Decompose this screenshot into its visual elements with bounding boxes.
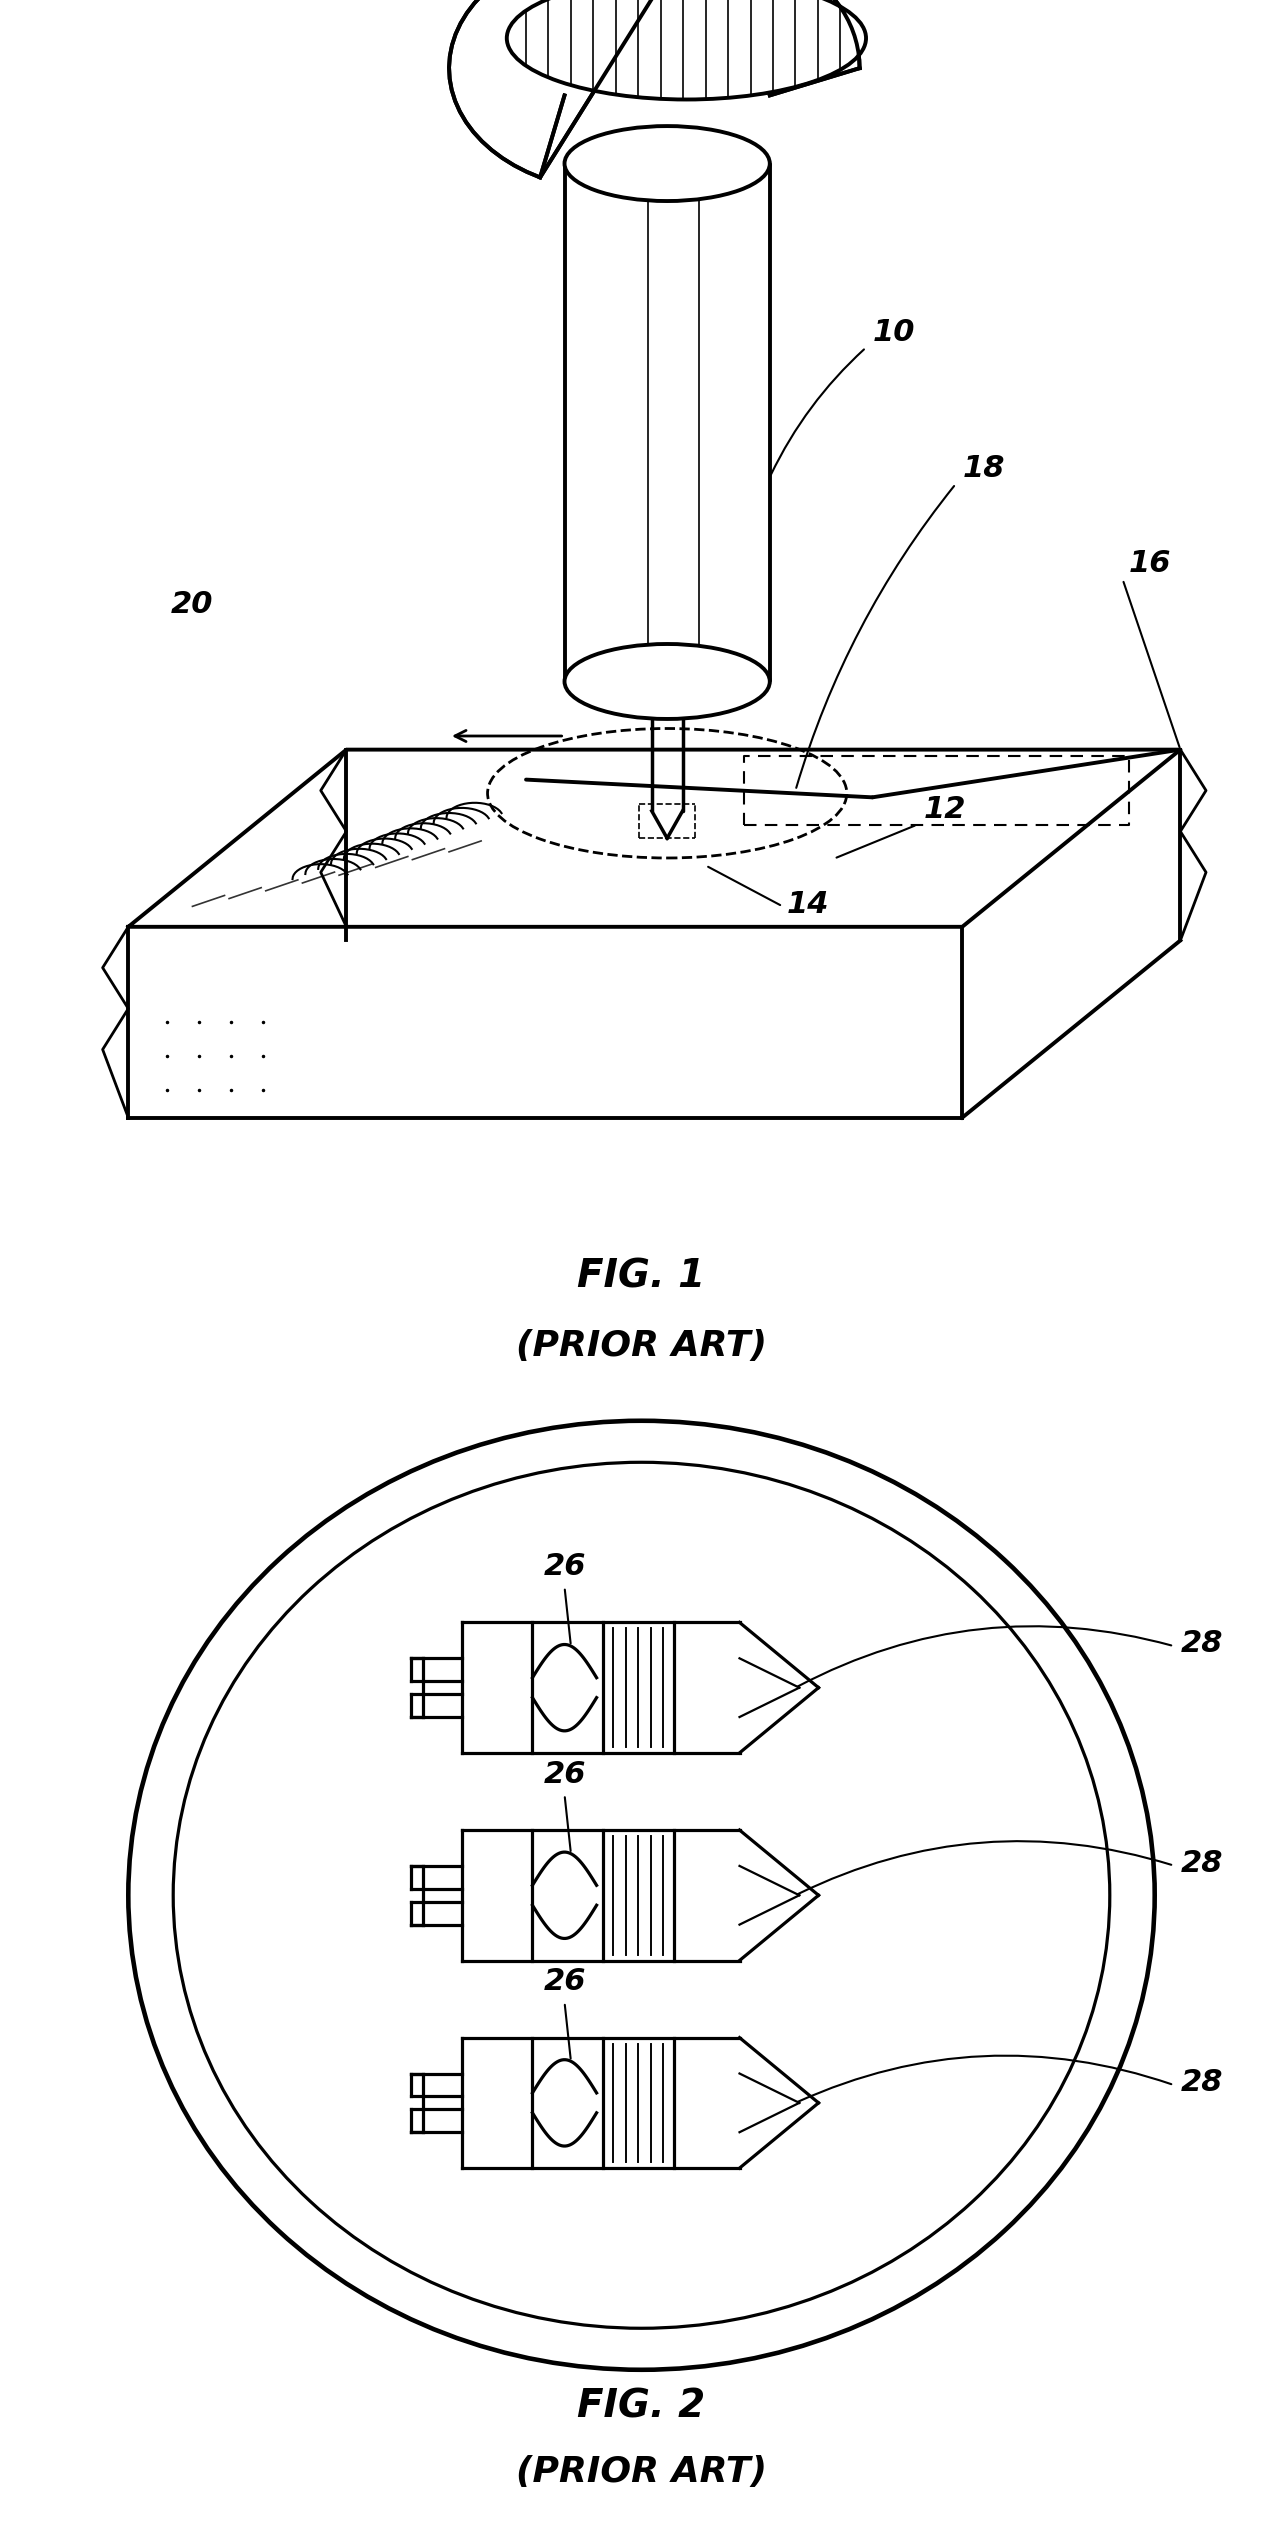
Text: 26: 26 (543, 1966, 586, 1996)
Text: 28: 28 (1180, 1848, 1223, 1878)
Text: (PRIOR ART): (PRIOR ART) (516, 2456, 767, 2489)
Text: FIG. 1: FIG. 1 (577, 1257, 706, 1295)
Text: 26: 26 (543, 1759, 586, 1790)
Ellipse shape (565, 644, 770, 719)
Text: 12: 12 (924, 795, 966, 823)
Ellipse shape (565, 126, 770, 202)
Text: FIG. 2: FIG. 2 (577, 2388, 706, 2426)
Text: 28: 28 (1180, 2067, 1223, 2097)
Ellipse shape (507, 0, 866, 98)
Text: 16: 16 (1129, 550, 1171, 578)
Text: 28: 28 (1180, 1628, 1223, 1658)
Circle shape (128, 1421, 1155, 2370)
Text: 10: 10 (872, 318, 915, 346)
Text: 18: 18 (962, 454, 1005, 482)
Text: 14: 14 (786, 891, 830, 919)
Text: 20: 20 (171, 591, 214, 618)
Text: 26: 26 (543, 1552, 586, 1580)
Text: (PRIOR ART): (PRIOR ART) (516, 1330, 767, 1363)
